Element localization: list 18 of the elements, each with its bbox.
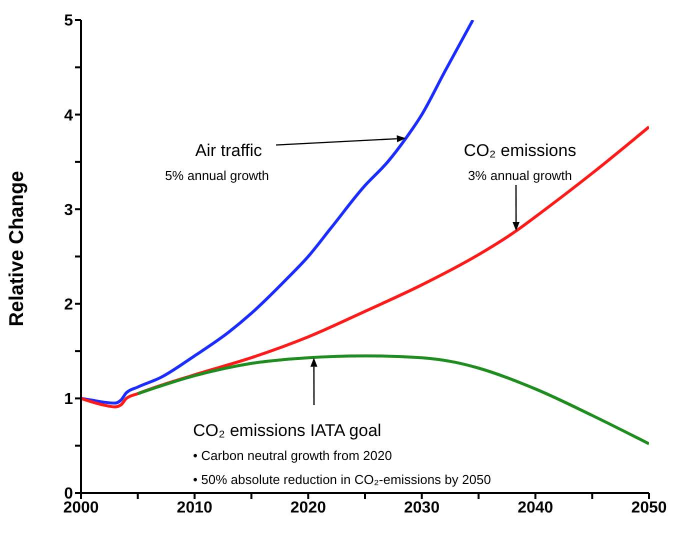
y-axis-title: Relative Change bbox=[6, 170, 28, 326]
x-tick-label: 2000 bbox=[63, 499, 99, 516]
y-tick-label: 1 bbox=[64, 391, 74, 408]
y-tick-label: 4 bbox=[64, 107, 74, 124]
annotation: CO₂ emissions 3% annual growth bbox=[464, 141, 576, 183]
y-tick-label: 3 bbox=[64, 202, 74, 219]
annotation: Air traffic 5% annual growth bbox=[164, 141, 270, 183]
annotation: • 50% absolute reduction in CO₂-emissions by 2050 bbox=[193, 472, 491, 487]
annotation: • Carbon neutral growth from 2020 bbox=[193, 448, 392, 463]
x-tick-label: 2030 bbox=[404, 499, 440, 516]
line-series bbox=[136, 354, 649, 446]
y-tick-label: 5 bbox=[64, 12, 74, 30]
y-tick-label: 2 bbox=[64, 296, 74, 314]
x-tick-label: 2040 bbox=[518, 499, 554, 516]
x-tick-label: 2050 bbox=[631, 499, 667, 516]
x-tick-label: 2010 bbox=[176, 499, 212, 516]
annotation: CO₂ emissions IATA goal bbox=[193, 421, 382, 440]
x-tick-label: 2020 bbox=[290, 499, 326, 516]
